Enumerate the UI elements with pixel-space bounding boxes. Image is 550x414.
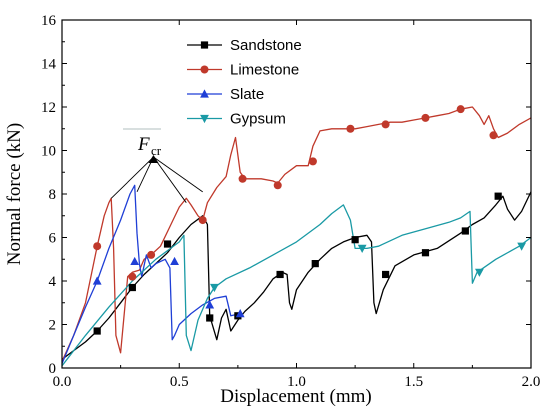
- series-line-limestone: [62, 106, 531, 362]
- data-point-sandstone: [206, 314, 214, 322]
- annotation-cr: cr: [151, 143, 162, 158]
- y-tick-label: 12: [41, 100, 56, 116]
- annotation-arrows: [110, 155, 203, 203]
- series-line-sandstone: [62, 191, 531, 360]
- data-point-sandstone: [494, 192, 502, 200]
- legend-marker-sandstone: [200, 41, 209, 49]
- data-point-slate: [130, 256, 140, 266]
- data-point-limestone: [198, 216, 207, 225]
- data-point-sandstone: [276, 270, 284, 279]
- annotation-arrowhead: [148, 155, 159, 164]
- marker-layer: [92, 105, 527, 335]
- x-tick-label: 1.5: [404, 374, 423, 390]
- series-line-slate: [62, 184, 241, 364]
- data-point-slate: [170, 256, 179, 266]
- tick-labels: 0.0 0.5 1.0 1.5 2.0 0 2 4 6 8 10 12 14 16: [41, 13, 540, 390]
- series-line-gypsum: [62, 204, 531, 367]
- data-point-limestone: [308, 157, 317, 166]
- fcr-annotation: F cr: [110, 128, 203, 203]
- annotation-arrow-line: [153, 156, 187, 203]
- data-point-sandstone: [421, 249, 430, 257]
- data-point-gypsum: [517, 242, 527, 251]
- y-tick-label: 0: [49, 361, 57, 377]
- data-point-limestone: [489, 131, 498, 140]
- y-tick-label: 2: [49, 318, 57, 334]
- axis-ticks: [61, 19, 532, 369]
- legend-marker-slate: [200, 89, 209, 98]
- legend-marker-gypsum: [200, 114, 209, 124]
- annotation-f: F: [137, 134, 150, 155]
- data-point-limestone: [381, 120, 390, 129]
- data-point-limestone: [456, 105, 465, 114]
- y-tick-label: 16: [41, 13, 57, 29]
- x-tick-label: 1.0: [287, 374, 306, 390]
- data-point-sandstone: [351, 236, 359, 244]
- data-point-limestone: [93, 242, 102, 251]
- data-point-limestone: [273, 181, 282, 190]
- y-tick-label: 14: [41, 57, 57, 73]
- data-point-sandstone: [461, 227, 469, 235]
- y-tick-label: 10: [41, 144, 56, 160]
- legend-label-limestone: Limestone: [230, 62, 299, 79]
- series-layer: [62, 106, 531, 367]
- x-tick-label: 0.5: [170, 374, 189, 390]
- data-point-limestone: [346, 124, 355, 133]
- annotation-arrow-line: [153, 156, 203, 193]
- data-point-gypsum: [210, 283, 219, 293]
- annotation-arrow-line: [110, 156, 154, 199]
- x-tick-label: 2.0: [522, 374, 541, 390]
- data-point-limestone: [238, 174, 247, 183]
- data-point-sandstone: [311, 260, 319, 268]
- data-point-sandstone: [128, 283, 136, 292]
- data-point-limestone: [147, 250, 156, 259]
- data-point-slate: [235, 309, 245, 318]
- legend-label-sandstone: Sandstone: [230, 37, 302, 54]
- data-point-limestone: [128, 272, 137, 281]
- data-point-slate: [205, 300, 215, 309]
- x-tick-label: 0.0: [53, 374, 72, 390]
- data-point-gypsum: [357, 244, 367, 253]
- data-point-limestone: [421, 113, 430, 122]
- legend-label-gypsum: Gypsum: [230, 111, 286, 128]
- data-point-gypsum: [475, 268, 484, 277]
- legend-label-slate: Slate: [230, 86, 264, 103]
- data-point-slate: [92, 276, 102, 285]
- data-point-sandstone: [382, 270, 390, 279]
- legend: Sandstone Limestone Slate Gypsum: [187, 37, 302, 128]
- x-axis-title: Displacement (mm): [220, 386, 371, 407]
- data-point-sandstone: [93, 327, 101, 335]
- legend-marker-limestone: [200, 65, 209, 74]
- y-tick-label: 4: [49, 274, 57, 290]
- y-tick-label: 8: [49, 187, 57, 203]
- y-tick-label: 6: [49, 231, 57, 247]
- y-axis-title: Normal force (kN): [4, 123, 25, 265]
- data-point-sandstone: [163, 240, 172, 248]
